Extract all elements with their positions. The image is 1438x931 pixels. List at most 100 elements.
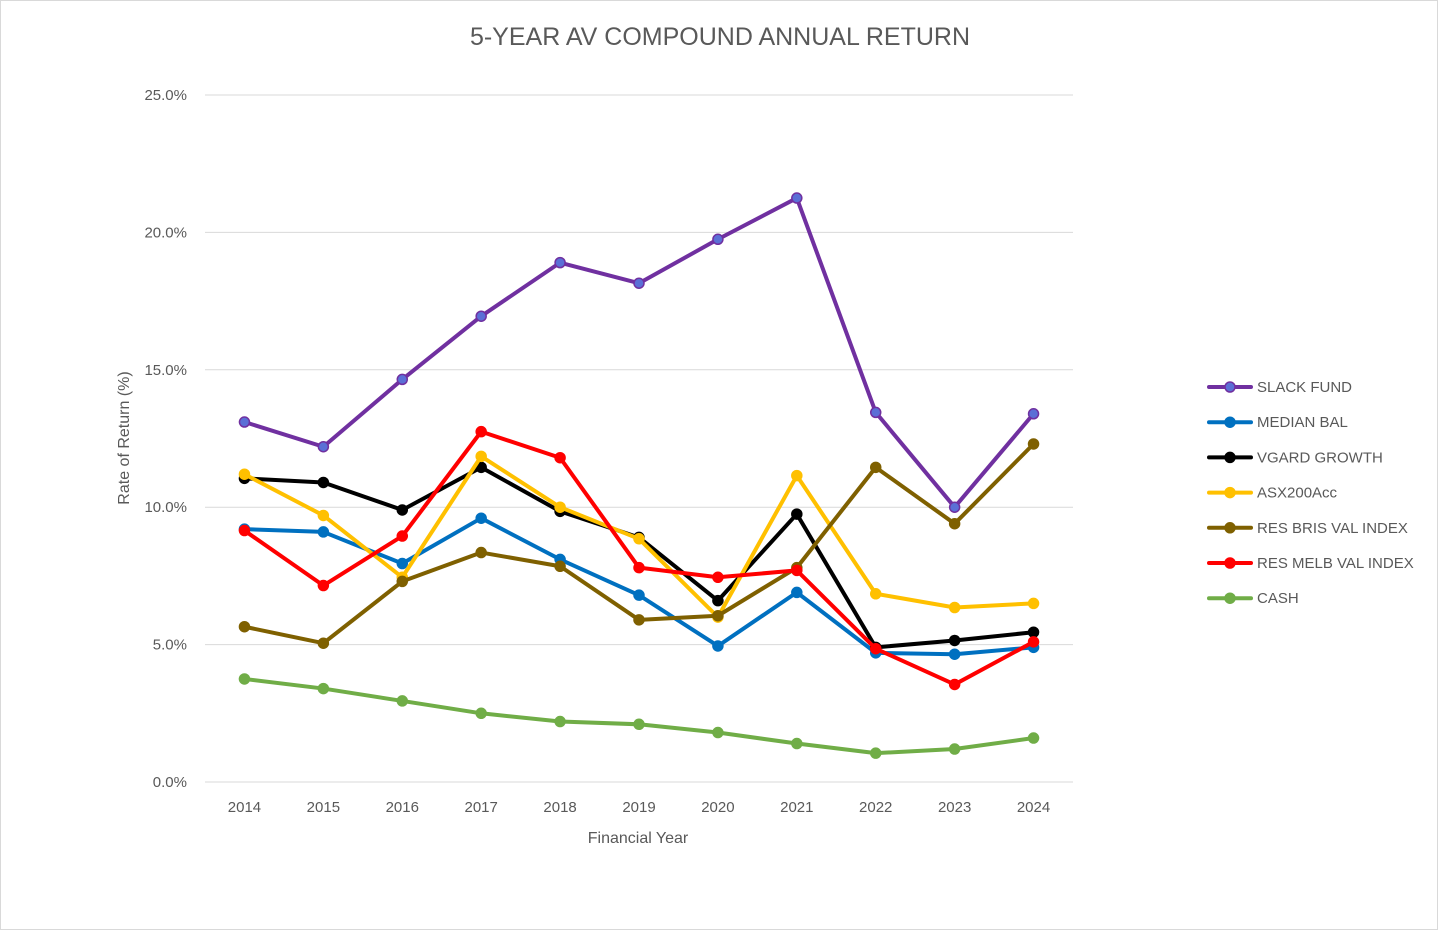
x-tick-label: 2015 [307,799,340,816]
y-tick-label: 25.0% [144,87,187,104]
data-point [633,561,645,574]
data-point [948,501,961,513]
data-point [475,450,487,463]
legend-swatch-marker [1224,557,1236,569]
data-point [396,557,409,570]
legend-entry-6: CASH [1207,590,1299,607]
data-point [633,614,645,626]
data-point [948,743,961,755]
data-point [948,517,961,530]
legend-entry-4: RES BRIS VAL INDEX [1207,520,1408,537]
data-point [869,406,882,419]
data-point [791,564,803,577]
data-point [791,737,803,750]
data-point [238,673,251,685]
data-point [475,512,487,524]
series-lines [238,192,1040,759]
data-point [554,560,566,573]
x-axis-title: Financial Year [588,830,689,847]
data-point [791,508,803,520]
data-point [1027,626,1040,638]
series-line [242,196,1036,510]
data-point [633,589,645,601]
data-point [317,440,330,453]
y-axis-title: Rate of Return (%) [116,371,133,504]
x-tick-label: 2017 [464,799,497,816]
data-point [396,575,409,588]
legend-swatch-marker [1224,451,1236,464]
data-point [791,469,803,482]
data-point [712,233,724,246]
series-line [242,429,1036,687]
legend-swatch-marker [1224,486,1236,499]
series-6 [238,673,1040,759]
data-point [475,707,487,720]
data-point [633,277,645,289]
data-point [791,192,803,204]
data-point [317,526,330,538]
data-point [238,416,251,428]
data-point [475,310,487,322]
x-tick-label: 2019 [622,799,655,816]
data-point [869,588,882,600]
data-point [869,461,882,474]
data-point [1027,438,1040,450]
data-point [396,373,409,386]
series-5 [238,425,1040,691]
legend-label: ASX200Acc [1257,485,1338,502]
x-tick-label: 2016 [386,799,419,816]
data-point [554,256,566,269]
data-point [712,594,724,607]
data-point [712,640,724,652]
legend-swatch-marker [1224,416,1236,428]
data-point [948,678,961,691]
legend-entry-1: MEDIAN BAL [1207,414,1348,431]
series-0 [238,192,1040,513]
data-point [948,634,961,647]
legend-entry-3: ASX200Acc [1207,485,1338,502]
legend-label: RES BRIS VAL INDEX [1257,520,1408,537]
data-point [554,501,566,513]
data-point [633,533,645,545]
x-axis-ticks: 2014 2015 2016 2017 2018 2019 2020 2021 2022 2023… [228,799,1050,816]
data-point [238,468,251,480]
data-point [1027,408,1040,420]
data-point [317,579,330,592]
y-axis-ticks: 0.0% 5.0% 10.0% 15.0% 20.0% 25.0% [144,87,187,791]
data-point [317,509,330,522]
data-point [475,425,487,438]
y-tick-label: 5.0% [153,637,187,654]
data-point [238,620,251,633]
chart-title: 5-YEAR AV COMPOUND ANNUAL RETURN [470,23,970,51]
legend-swatch-marker [1224,522,1236,534]
legend-entry-5: RES MELB VAL INDEX [1207,555,1414,572]
data-point [317,637,330,649]
x-tick-label: 2021 [780,799,813,816]
legend-entry-2: VGARD GROWTH [1207,449,1383,466]
y-tick-label: 15.0% [144,362,187,379]
data-point [1027,732,1040,744]
data-point [712,726,724,739]
legend-label: CASH [1257,590,1299,607]
data-point [633,718,645,731]
series-line [242,676,1036,756]
legend-entry-0: SLACK FUND [1207,379,1352,396]
x-tick-label: 2023 [938,799,971,816]
data-point [396,504,409,516]
data-point [869,747,882,759]
data-point [712,571,724,584]
data-point [948,601,961,614]
legend-swatch-marker [1224,381,1236,393]
y-tick-label: 10.0% [144,499,187,516]
x-tick-label: 2018 [543,799,576,816]
x-tick-label: 2022 [859,799,892,816]
data-point [396,530,409,542]
data-point [1027,636,1040,648]
data-point [1027,597,1040,610]
data-point [554,451,566,464]
x-tick-label: 2024 [1017,799,1050,816]
data-point [554,715,566,728]
data-point [317,476,330,489]
y-tick-label: 20.0% [144,224,187,241]
